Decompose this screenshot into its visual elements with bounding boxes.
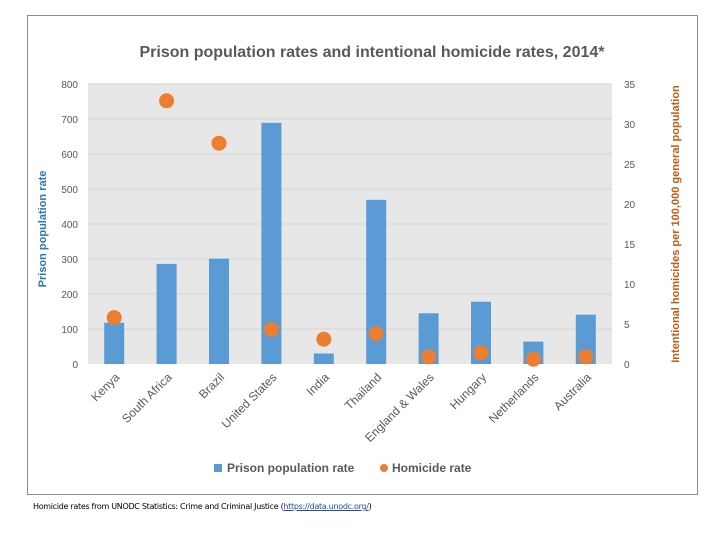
x-tick-label: Netherlands <box>486 370 542 426</box>
bar-united-states <box>261 122 282 364</box>
x-tick-label: Australia <box>551 370 594 413</box>
y2-tick-label: 0 <box>624 360 630 371</box>
y2-tick-label: 30 <box>624 120 636 131</box>
point-india <box>316 331 332 347</box>
source-note: Homicide rates from UNODC Statistics: Cr… <box>33 502 372 511</box>
y2-tick-label: 20 <box>624 200 636 211</box>
point-thailand <box>368 326 384 342</box>
source-text: Homicide rates from UNODC Statistics: Cr… <box>33 502 284 511</box>
x-tick-label: Hungary <box>447 370 489 412</box>
x-tick-label: South Africa <box>119 370 175 426</box>
bar-brazil <box>209 258 229 364</box>
point-hungary <box>473 345 489 361</box>
point-united-states <box>263 322 279 338</box>
y-tick-label: 0 <box>72 360 78 371</box>
y-tick-label: 800 <box>61 80 78 91</box>
chart-title: Prison population rates and intentional … <box>140 44 606 61</box>
point-australia <box>578 349 594 365</box>
y-tick-label: 700 <box>61 115 78 126</box>
bar-thailand <box>366 199 387 364</box>
point-england-wales <box>421 349 437 365</box>
y-tick-label: 500 <box>61 185 78 196</box>
y-tick-label: 400 <box>61 220 78 231</box>
y-tick-label: 200 <box>61 290 78 301</box>
point-kenya <box>106 310 122 326</box>
legend-swatch-homicide <box>380 464 388 472</box>
source-link[interactable]: https://data.unodc.org/ <box>283 502 369 511</box>
y2-tick-label: 15 <box>624 240 636 251</box>
point-brazil <box>211 135 227 151</box>
bar-south-africa <box>156 263 177 364</box>
y2-tick-label: 35 <box>624 80 636 91</box>
y2-tick-label: 5 <box>624 320 630 331</box>
y2-tick-label: 10 <box>624 280 636 291</box>
legend-label-prison: Prison population rate <box>227 461 355 475</box>
bar-kenya <box>104 322 125 364</box>
x-tick-label: United States <box>219 370 280 431</box>
x-tick-label: Brazil <box>196 370 227 401</box>
source-close: ) <box>368 502 372 511</box>
y-tick-label: 600 <box>61 150 78 161</box>
x-tick-label: Thailand <box>342 370 384 412</box>
x-tick-label: India <box>304 370 333 399</box>
y-tick-label: 300 <box>61 255 78 266</box>
legend-swatch-prison <box>214 464 222 472</box>
y-tick-label: 100 <box>61 325 78 336</box>
point-netherlands <box>525 351 541 367</box>
x-tick-label: Kenya <box>88 370 122 404</box>
y-axis-label: Prison population rate <box>37 171 49 288</box>
point-south-africa <box>159 93 175 109</box>
y2-tick-label: 25 <box>624 160 636 171</box>
bar-india <box>313 353 334 364</box>
y2-axis-label: Intentional homicides per 100,000 genera… <box>670 85 682 363</box>
legend-label-homicide: Homicide rate <box>392 461 472 475</box>
